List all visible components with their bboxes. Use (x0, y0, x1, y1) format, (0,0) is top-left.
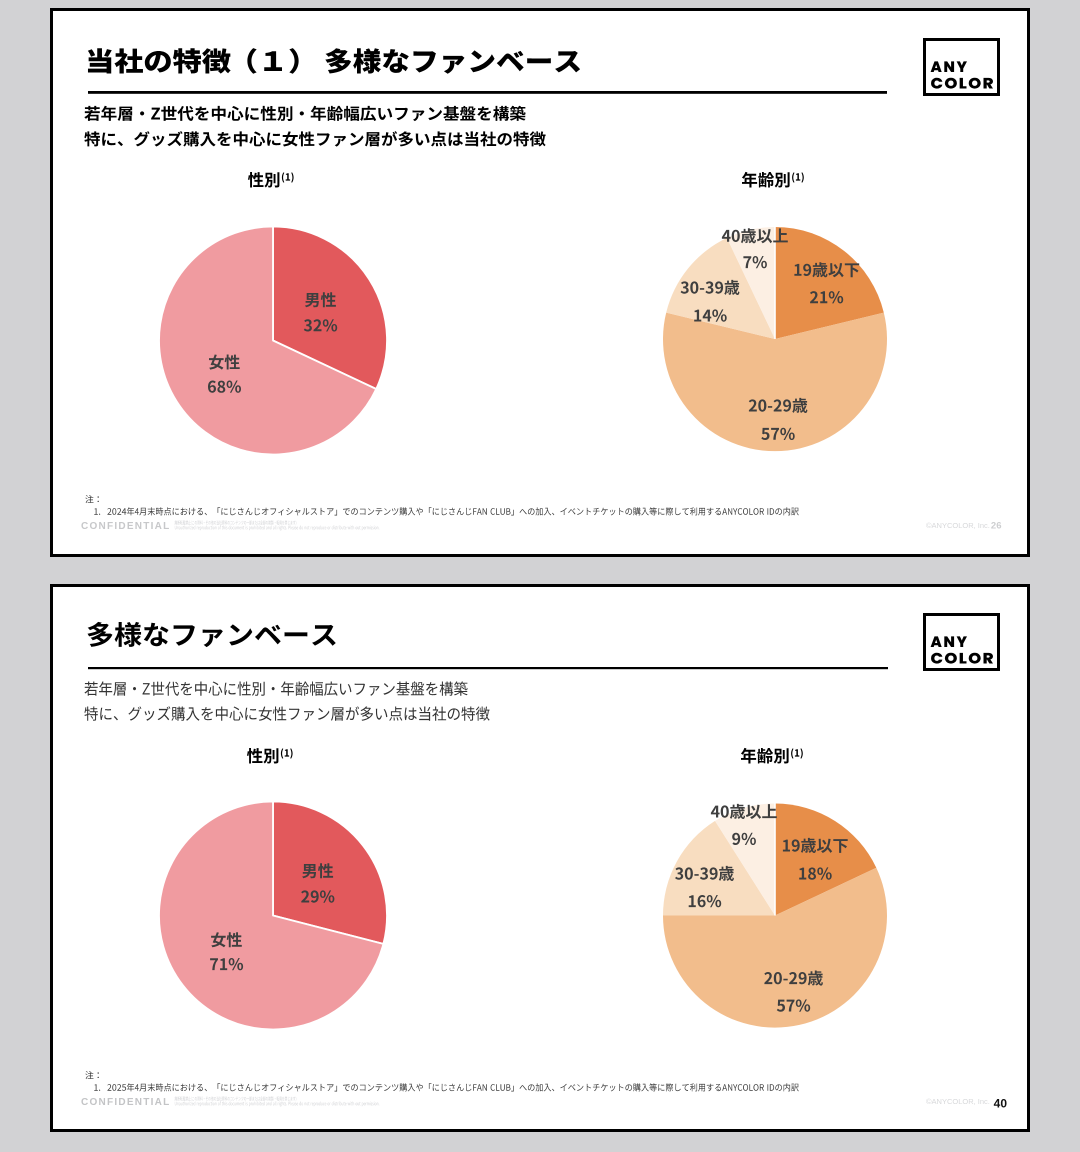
svg-text:CONFIDENTIAL: CONFIDENTIAL (81, 1097, 170, 1108)
svg-text:CONFIDENTIAL: CONFIDENTIAL (81, 521, 170, 532)
svg-text:©ANYCOLOR, Inc.: ©ANYCOLOR, Inc. (926, 1097, 990, 1106)
svg-text:©ANYCOLOR, Inc.: ©ANYCOLOR, Inc. (926, 521, 990, 530)
svg-text:26: 26 (991, 521, 1002, 532)
svg-text:40: 40 (994, 1097, 1008, 1111)
